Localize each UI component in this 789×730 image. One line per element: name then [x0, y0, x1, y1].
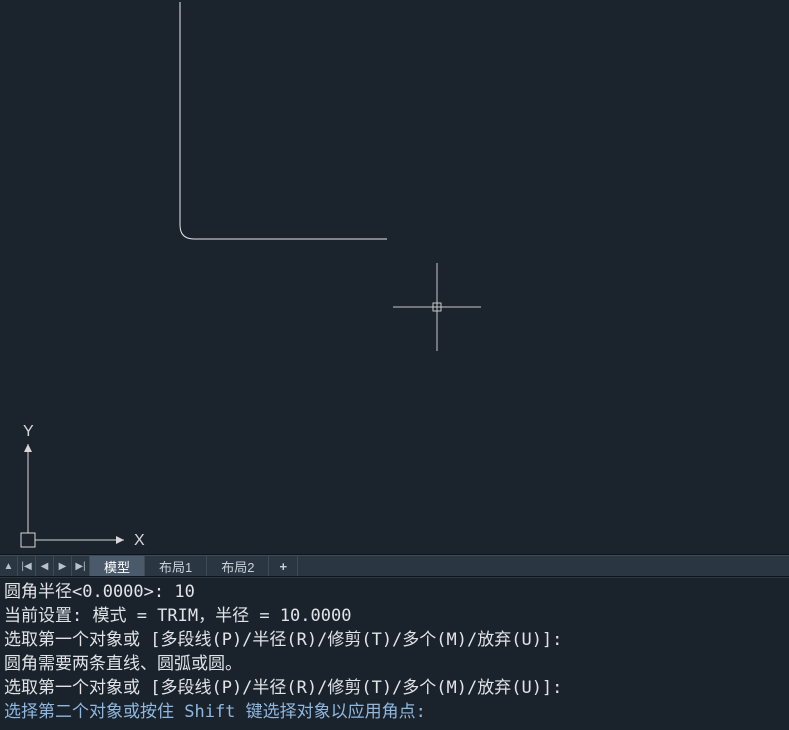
- layout-tab-2[interactable]: 布局2: [207, 556, 269, 576]
- crosshair-cursor: [393, 263, 481, 351]
- tab-nav-prev[interactable]: ◀: [36, 556, 54, 576]
- drawing-canvas[interactable]: XY: [0, 0, 789, 555]
- command-line: 圆角半径<0.0000>: 10: [4, 580, 785, 604]
- tab-nav-last[interactable]: ▶|: [72, 556, 90, 576]
- command-line: 选择第二个对象或按住 Shift 键选择对象以应用角点:: [4, 700, 785, 724]
- command-history-panel[interactable]: 圆角半径<0.0000>: 10当前设置: 模式 = TRIM，半径 = 10.…: [0, 577, 789, 730]
- drawn-polyline: [180, 2, 387, 239]
- command-line: 选取第一个对象或 [多段线(P)/半径(R)/修剪(T)/多个(M)/放弃(U)…: [4, 676, 785, 700]
- layout-tab-1[interactable]: 布局1: [145, 556, 207, 576]
- command-line: 当前设置: 模式 = TRIM，半径 = 10.0000: [4, 604, 785, 628]
- tab-nav-next[interactable]: ▶: [54, 556, 72, 576]
- layout-tabs-bar: ▲ |◀ ◀ ▶ ▶| 模型布局1布局2 +: [0, 555, 789, 577]
- command-line: 圆角需要两条直线、圆弧或圆。: [4, 652, 785, 676]
- canvas-svg: XY: [0, 0, 789, 558]
- ucs-icon: XY: [21, 423, 145, 549]
- svg-text:X: X: [134, 532, 145, 549]
- tab-nav-up[interactable]: ▲: [0, 556, 18, 576]
- svg-text:Y: Y: [23, 423, 34, 440]
- tab-nav-first[interactable]: |◀: [18, 556, 36, 576]
- layout-tab-0[interactable]: 模型: [90, 556, 145, 576]
- command-line: 选取第一个对象或 [多段线(P)/半径(R)/修剪(T)/多个(M)/放弃(U)…: [4, 628, 785, 652]
- add-tab-button[interactable]: +: [269, 556, 298, 576]
- tabs-container: 模型布局1布局2: [90, 556, 269, 576]
